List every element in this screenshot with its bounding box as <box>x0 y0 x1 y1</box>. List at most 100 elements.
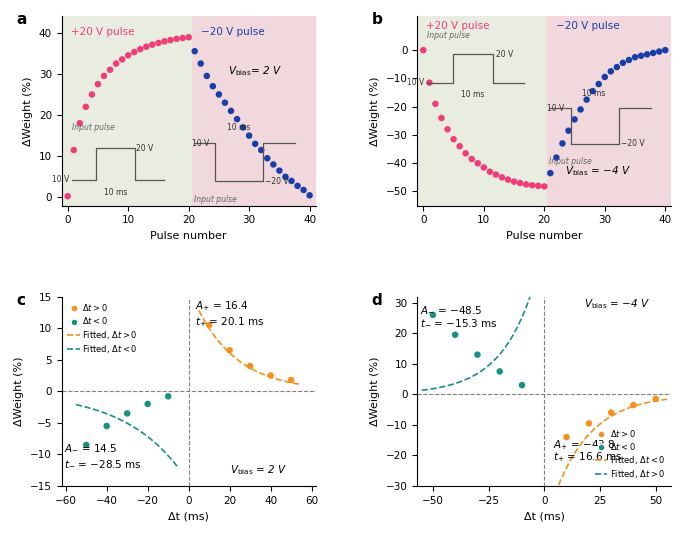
Text: $A_{+}$ = $-$43.8: $A_{+}$ = $-$43.8 <box>553 438 615 451</box>
Text: b: b <box>371 12 382 28</box>
Point <box>286 376 297 384</box>
Point <box>472 350 483 359</box>
Point <box>101 422 112 430</box>
Text: $t_{+}$ = 16.6 ms: $t_{+}$ = 16.6 ms <box>553 450 623 464</box>
Point <box>201 72 212 80</box>
Point <box>214 90 225 99</box>
Point <box>478 163 489 172</box>
Point <box>581 95 592 104</box>
Point <box>551 153 562 162</box>
Text: a: a <box>16 12 26 28</box>
Text: $t_{+}$ = 20.1 ms: $t_{+}$ = 20.1 ms <box>195 315 264 329</box>
Point <box>250 139 261 148</box>
Y-axis label: ΔWeight (%): ΔWeight (%) <box>14 356 25 426</box>
Point <box>238 123 249 132</box>
Y-axis label: ΔWeight (%): ΔWeight (%) <box>370 76 380 146</box>
Point <box>533 181 544 190</box>
Point <box>490 170 501 179</box>
X-axis label: Pulse number: Pulse number <box>506 231 582 241</box>
Point <box>612 63 623 71</box>
X-axis label: Pulse number: Pulse number <box>151 231 227 241</box>
Point <box>225 106 236 115</box>
Bar <box>417 16 547 206</box>
Point <box>105 65 116 74</box>
Y-axis label: ΔWeight (%): ΔWeight (%) <box>23 76 34 146</box>
Text: $A_{-}$ = 14.5: $A_{-}$ = 14.5 <box>64 443 117 453</box>
Point <box>557 139 568 148</box>
Point <box>545 169 556 178</box>
Point <box>584 419 595 428</box>
Point <box>99 72 110 80</box>
Point <box>171 35 182 43</box>
Text: $A_{-}$ = $-$48.5: $A_{-}$ = $-$48.5 <box>419 305 482 315</box>
Point <box>195 59 206 68</box>
Text: −20 V pulse: −20 V pulse <box>556 21 620 31</box>
Point <box>68 146 79 154</box>
Point <box>430 99 441 108</box>
Point <box>508 177 519 186</box>
Point <box>80 103 91 111</box>
Point <box>153 39 164 48</box>
Point <box>141 42 152 51</box>
X-axis label: Δt (ms): Δt (ms) <box>169 511 209 521</box>
Point <box>484 167 495 176</box>
Point <box>292 181 303 190</box>
Point <box>539 182 550 191</box>
Bar <box>192 16 316 206</box>
Point <box>514 179 525 187</box>
Point <box>123 51 134 59</box>
Point <box>660 46 671 55</box>
Text: $V_\mathrm{bias}$= 2 V: $V_\mathrm{bias}$= 2 V <box>228 64 282 78</box>
Text: $t_{-}$ = $-$28.5 ms: $t_{-}$ = $-$28.5 ms <box>64 459 142 469</box>
Point <box>304 191 315 200</box>
Point <box>116 55 127 64</box>
Point <box>165 36 176 44</box>
Point <box>497 173 508 181</box>
Point <box>268 160 279 169</box>
Point <box>163 392 174 401</box>
Text: $V_\mathrm{bias}$ = $-$4 V: $V_\mathrm{bias}$ = $-$4 V <box>584 297 650 311</box>
Point <box>298 186 309 194</box>
Point <box>244 131 255 140</box>
Point <box>183 33 194 42</box>
Point <box>256 146 266 154</box>
Point <box>424 78 435 87</box>
Legend: $\Delta t > 0$, $\Delta t < 0$, Fitted, $\Delta t > 0$, Fitted, $\Delta t < 0$: $\Delta t > 0$, $\Delta t < 0$, Fitted, … <box>66 301 140 356</box>
Point <box>147 40 158 49</box>
Point <box>454 142 465 151</box>
Point <box>606 408 616 417</box>
Bar <box>62 16 192 206</box>
Point <box>495 367 506 376</box>
Point <box>448 135 459 144</box>
Point <box>623 56 634 64</box>
Point <box>521 180 532 189</box>
Point <box>245 362 256 370</box>
Point <box>593 80 604 89</box>
Point <box>81 441 92 449</box>
Point <box>650 395 661 403</box>
Point <box>265 371 276 380</box>
Point <box>575 105 586 114</box>
Point <box>232 115 242 124</box>
Point <box>442 125 453 133</box>
Point <box>418 46 429 55</box>
Point <box>122 409 133 418</box>
Point <box>219 98 230 107</box>
Point <box>110 59 121 68</box>
Point <box>587 87 598 96</box>
Point <box>286 177 297 185</box>
Point <box>516 381 527 389</box>
Point <box>436 113 447 122</box>
Point <box>628 401 639 409</box>
Point <box>74 119 85 127</box>
Point <box>460 149 471 158</box>
Text: +20 V pulse: +20 V pulse <box>71 27 134 37</box>
Point <box>129 48 140 56</box>
Point <box>653 47 664 56</box>
Point <box>427 310 438 319</box>
Point <box>599 73 610 82</box>
Point <box>142 400 153 408</box>
Point <box>280 172 291 181</box>
Legend: $\Delta t > 0$, $\Delta t < 0$, Fitted, $\Delta t < 0$, Fitted, $\Delta t > 0$: $\Delta t > 0$, $\Delta t < 0$, Fitted, … <box>593 426 667 482</box>
Point <box>527 181 538 190</box>
